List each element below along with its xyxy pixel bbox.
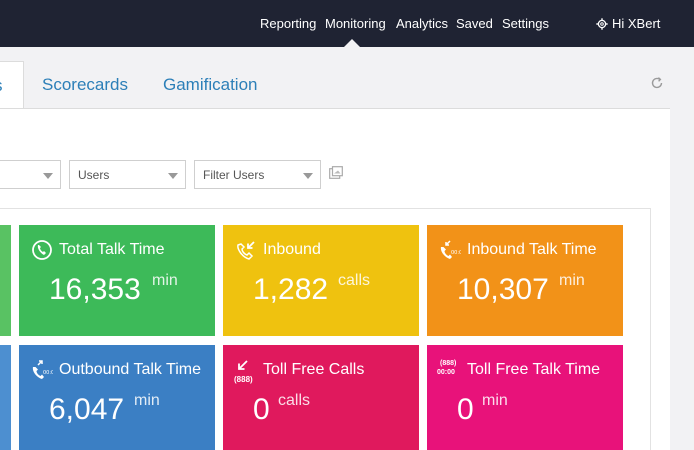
- tile-unit: min: [482, 392, 508, 409]
- toll-free-timer-label: 00:00: [437, 369, 455, 376]
- tile-unit: min: [559, 272, 585, 289]
- toll-free-code-label: (888): [440, 360, 457, 367]
- tile-value: 0: [457, 393, 474, 426]
- tile-title: Toll Free Calls: [263, 361, 365, 378]
- tile-partial-left-top[interactable]: [0, 225, 11, 336]
- gear-icon: [596, 17, 608, 30]
- nav-saved[interactable]: Saved: [456, 16, 493, 31]
- tile-title: Inbound Talk Time: [467, 241, 597, 258]
- tile-value: 10,307: [457, 273, 549, 306]
- filter-users-value: Filter Users: [203, 168, 265, 182]
- nav-monitoring[interactable]: Monitoring: [325, 16, 386, 31]
- refresh-icon[interactable]: [650, 76, 664, 90]
- tile-title: Inbound: [263, 241, 321, 258]
- chevron-down-icon: [168, 173, 178, 179]
- tile-partial-left-bottom[interactable]: [0, 345, 11, 450]
- tab-strip: s Scorecards Gamification: [0, 47, 694, 109]
- toll-free-code-label: (888): [234, 375, 253, 384]
- tile-value: 1,282: [253, 273, 329, 306]
- svg-text:00:00: 00:00: [451, 250, 461, 256]
- tab-scorecards[interactable]: Scorecards: [42, 75, 128, 94]
- user-greeting: Hi XBert: [612, 16, 661, 31]
- tile-value: 16,353: [49, 273, 141, 306]
- tile-value: 6,047: [49, 393, 125, 426]
- tile-value: 0: [253, 393, 270, 426]
- toll-free-call-icon: [238, 360, 248, 370]
- chevron-down-icon: [43, 173, 53, 179]
- tile-unit: calls: [278, 392, 311, 409]
- inbound-timer-icon: 00:00: [440, 240, 461, 259]
- tile-toll-free-talk-time[interactable]: (888) 00:00 Toll Free Talk Time 0 min: [427, 345, 623, 450]
- inbound-call-icon: [237, 241, 255, 260]
- top-nav-bar: Reporting Monitoring Analytics Saved Set…: [0, 0, 694, 47]
- tab-active-partial[interactable]: s: [0, 61, 24, 109]
- content-panel: Users Filter Users Total Talk Time 16,35…: [0, 108, 670, 450]
- tile-inbound[interactable]: Inbound 1,282 calls: [223, 225, 419, 336]
- outbound-timer-icon: 00:00: [32, 360, 53, 379]
- tile-unit: calls: [338, 272, 371, 289]
- chevron-down-icon: [303, 173, 313, 179]
- nav-settings[interactable]: Settings: [502, 16, 549, 31]
- users-select[interactable]: Users: [69, 160, 186, 189]
- clock-phone-icon: [32, 240, 52, 260]
- nav-reporting[interactable]: Reporting: [260, 16, 317, 31]
- tab-gamification[interactable]: Gamification: [163, 75, 258, 94]
- users-select-value: Users: [78, 168, 110, 182]
- filter-users-select[interactable]: Filter Users: [194, 160, 321, 189]
- svg-text:00:00: 00:00: [43, 370, 53, 376]
- nav-analytics[interactable]: Analytics: [396, 16, 449, 31]
- tile-inbound-talk-time[interactable]: 00:00 Inbound Talk Time 10,307 min: [427, 225, 623, 336]
- tiles-area: Total Talk Time 16,353 min Inbound 1,282…: [0, 208, 651, 450]
- tile-title: Outbound Talk Time: [59, 361, 202, 378]
- tile-title: Total Talk Time: [59, 241, 165, 258]
- tile-outbound-talk-time[interactable]: 00:00 Outbound Talk Time 6,047 min: [19, 345, 215, 450]
- tile-total-talk-time[interactable]: Total Talk Time 16,353 min: [19, 225, 215, 336]
- tile-toll-free-calls[interactable]: (888) Toll Free Calls 0 calls: [223, 345, 419, 450]
- tab-active-label: s: [0, 76, 3, 96]
- tile-title: Toll Free Talk Time: [467, 361, 601, 378]
- export-icon[interactable]: [329, 166, 343, 179]
- tile-unit: min: [134, 392, 160, 409]
- partial-select[interactable]: [0, 160, 61, 189]
- user-menu[interactable]: Hi XBert: [596, 16, 660, 31]
- active-nav-indicator: [344, 39, 360, 47]
- tile-unit: min: [152, 272, 178, 289]
